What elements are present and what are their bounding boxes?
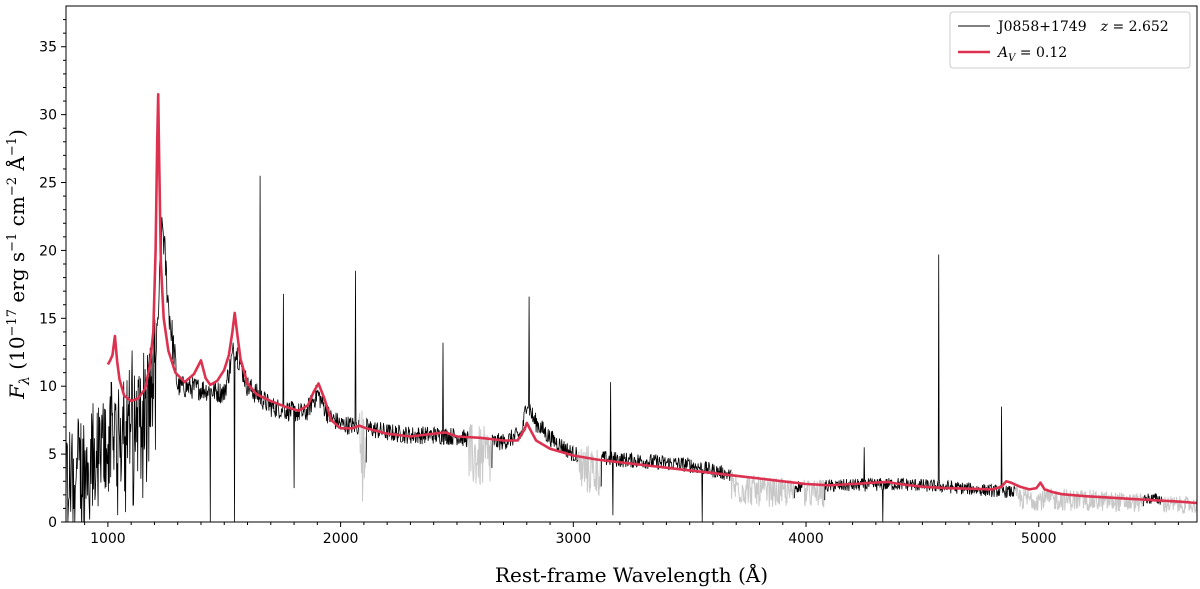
- legend: J0858+1749 z = 2.652 AV = 0.12: [949, 11, 1191, 69]
- x-tick-label: 4000: [788, 531, 824, 547]
- x-axis-label: Rest-frame Wavelength (Å): [495, 562, 768, 587]
- legend-object-name: J0858+1749: [996, 19, 1087, 35]
- y-tick-label: 0: [48, 515, 57, 531]
- masked-spectrum-segment: [358, 410, 367, 502]
- spectrum-segment: [491, 296, 578, 469]
- y-tick-label: 20: [39, 243, 57, 259]
- x-tick-label: 2000: [323, 531, 359, 547]
- legend-box: [949, 11, 1191, 69]
- y-tick-label: 10: [39, 379, 57, 395]
- spectrum-segment: [65, 175, 360, 523]
- y-tick-label: 15: [39, 311, 57, 327]
- y-tick-label: 5: [48, 447, 57, 463]
- masked-spectrum-segment: [730, 469, 795, 507]
- spectrum-segment: [824, 254, 1016, 523]
- spectrum-segment: [794, 481, 804, 499]
- masked-spectrum-segment: [467, 424, 493, 485]
- x-tick-label: 5000: [1021, 531, 1057, 547]
- legend-label-spectrum: J0858+1749 z = 2.652: [996, 19, 1169, 35]
- spectrum-segment: [365, 342, 469, 463]
- masked-spectrum-segment: [1161, 496, 1198, 514]
- y-tick-label: 30: [39, 108, 57, 124]
- y-tick-label: 25: [39, 176, 57, 192]
- model-line: [106, 93, 1198, 505]
- masked-spectrum-segment: [802, 479, 826, 508]
- legend-label-model: AV = 0.12: [996, 45, 1067, 64]
- x-tick-label: 1000: [90, 531, 126, 547]
- y-axis-label: Fλ (10−17 erg s−1 cm−2 Å−1): [4, 129, 33, 400]
- axis-ticks: 1000 2000 3000 4000 5000 0 5 10 15 20 25 30 35: [39, 19, 1179, 547]
- x-tick-label: 3000: [556, 531, 592, 547]
- y-tick-label: 35: [39, 40, 57, 56]
- model-layer: [106, 93, 1198, 505]
